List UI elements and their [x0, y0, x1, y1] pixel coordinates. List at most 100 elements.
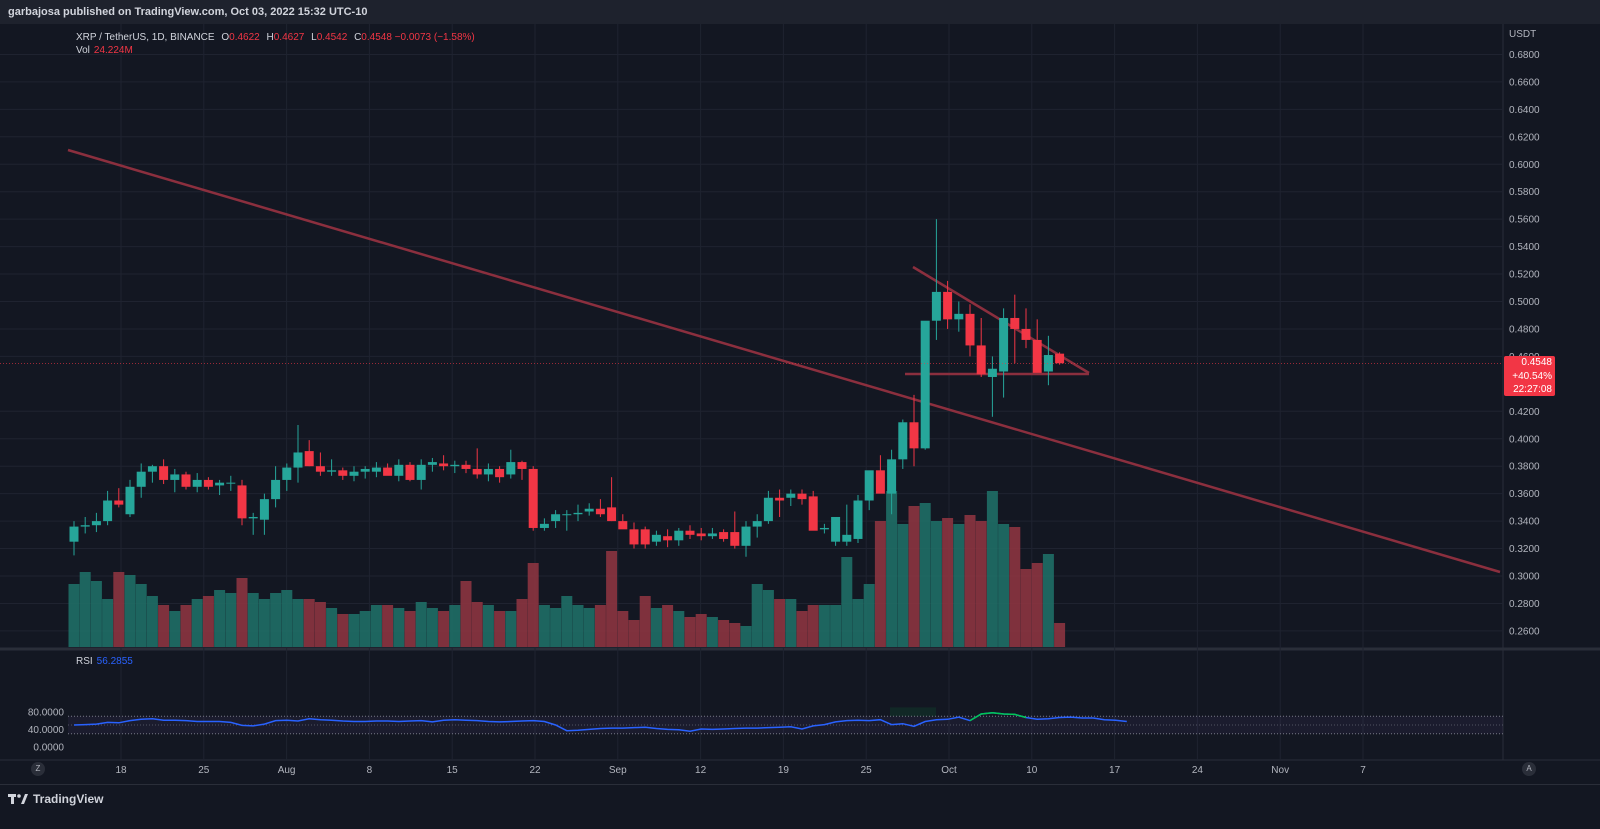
auto-zoom-button[interactable]: Z: [31, 762, 45, 776]
volume-bar: [908, 506, 920, 647]
footer: TradingView: [0, 784, 1600, 829]
volume-bar: [796, 611, 808, 647]
volume-bar: [706, 617, 718, 647]
volume-bar: [124, 575, 136, 647]
candle-body: [360, 468, 370, 472]
candle-body: [909, 422, 919, 449]
last-price: 0.4548: [1521, 357, 1552, 368]
price-tick-label: 0.3800: [1509, 462, 1540, 473]
volume-bar: [897, 524, 909, 647]
volume-bar: [874, 521, 886, 647]
volume-bar: [247, 593, 259, 647]
volume-bar: [650, 608, 662, 647]
candle-body: [506, 462, 516, 475]
price-tick-label: 0.3200: [1509, 544, 1540, 555]
tradingview-logo[interactable]: TradingView: [8, 792, 103, 806]
volume-bar: [572, 605, 584, 647]
volume-bar: [561, 596, 573, 647]
symbol-label[interactable]: XRP / TetherUS, 1D, BINANCE: [76, 32, 215, 43]
time-tick-label: 19: [778, 765, 790, 776]
price-tick-label: 0.4000: [1509, 434, 1540, 445]
volume-bar: [303, 599, 315, 647]
volume-bar: [102, 599, 114, 647]
volume-bar: [774, 599, 786, 647]
candle-body: [248, 516, 258, 519]
volume-bar: [830, 605, 842, 647]
time-tick-label: 17: [1109, 765, 1121, 776]
price-tick-label: 0.6800: [1509, 50, 1540, 61]
rsi-label: RSI: [76, 656, 93, 667]
volume-value: 24.224M: [93, 45, 133, 56]
volume-bar: [818, 605, 830, 647]
chart-area[interactable]: 0.6800 0.6600 0.6400 0.6200 0.6000 0.5800 0.56…: [0, 24, 1600, 784]
candle-body: [304, 451, 314, 467]
candle-body: [965, 313, 975, 346]
candle-body: [315, 466, 325, 472]
price-tick-label: 0.3600: [1509, 489, 1540, 500]
time-tick-label: 25: [198, 765, 210, 776]
auto-scale-button[interactable]: A: [1522, 762, 1536, 776]
volume-bar: [1031, 563, 1043, 647]
volume-bar: [1020, 569, 1032, 647]
candle-body: [651, 534, 661, 542]
volume-bar: [841, 557, 853, 647]
volume-bar: [314, 602, 326, 647]
volume-bar: [538, 605, 550, 647]
candle-body: [1010, 317, 1020, 329]
candle-body: [696, 533, 706, 537]
candle-body: [271, 479, 281, 500]
price-tick-label: 0.2600: [1509, 626, 1540, 637]
volume-bar: [639, 596, 651, 647]
price-gridlines: [0, 53, 1503, 632]
time-tick-label: 12: [695, 765, 707, 776]
volume-bar: [348, 614, 360, 647]
volume-bar: [202, 596, 214, 647]
time-tick-label: 25: [861, 765, 873, 776]
candle-body: [450, 464, 460, 467]
volume-bar: [482, 605, 494, 647]
volume-bar: [404, 611, 416, 647]
close-label: C: [354, 32, 362, 43]
candle-body: [159, 466, 169, 480]
open-label: O: [221, 32, 230, 43]
volume-bar: [718, 620, 730, 647]
rsi-line: [73, 711, 1127, 732]
candle-body: [371, 467, 381, 472]
candle-body: [640, 529, 650, 545]
volume-bar: [460, 581, 472, 647]
candle-body: [349, 471, 359, 476]
candle-body: [786, 493, 796, 498]
candle-body: [215, 482, 225, 486]
volume-bar: [225, 593, 237, 647]
tradingview-brand: TradingView: [33, 792, 104, 806]
volume-bar: [594, 605, 606, 647]
volume-bar: [930, 521, 942, 647]
rsi-tick-label: 80.0000: [28, 707, 65, 718]
time-tick-label: 15: [447, 765, 459, 776]
volume-bar: [1054, 623, 1066, 647]
candle-body: [674, 530, 684, 541]
price-tick-label: 0.5800: [1509, 187, 1540, 198]
candle-body: [685, 530, 695, 535]
volume-bar: [326, 608, 338, 647]
candle-body: [943, 291, 953, 320]
volume-legend: Vol 24.224M: [76, 45, 133, 56]
volume-bar: [583, 608, 595, 647]
bar-countdown: 22:27:08: [1513, 384, 1552, 395]
candle-body: [69, 526, 79, 542]
time-tick-label: Oct: [941, 765, 957, 776]
candle-body: [607, 507, 617, 522]
candle-body: [1032, 339, 1042, 373]
candle-body: [864, 470, 874, 501]
time-tick-label: Nov: [1271, 765, 1289, 776]
candle-body: [483, 468, 493, 475]
candle-body: [819, 527, 829, 530]
candle-body: [383, 467, 393, 476]
price-tick-label: 0.6600: [1509, 77, 1540, 88]
volume-bar: [393, 608, 405, 647]
volume-bar: [146, 596, 158, 647]
candle-body: [327, 470, 337, 472]
volume-bar: [527, 563, 539, 647]
volume-bar: [942, 518, 954, 647]
volume-bar: [886, 491, 898, 647]
